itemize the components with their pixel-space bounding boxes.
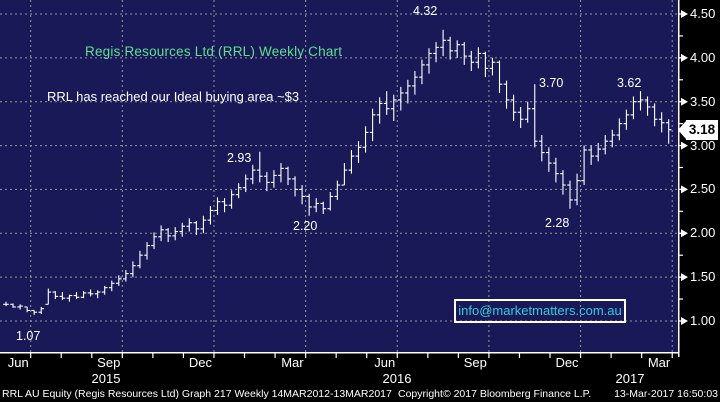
x-axis-month-label: Dec xyxy=(555,355,579,370)
price-annotation: 2.93 xyxy=(227,151,252,165)
y-axis-tick-arrow xyxy=(681,185,688,194)
y-axis-label: 4.50 xyxy=(690,6,716,21)
price-annotation: 4.32 xyxy=(413,4,438,18)
y-axis-label: 3.00 xyxy=(690,137,716,153)
x-axis-year-label: 2017 xyxy=(615,371,645,386)
y-axis-tick-arrow xyxy=(681,273,688,282)
y-axis-tick-arrow xyxy=(681,97,688,106)
last-price-marker-tip xyxy=(678,121,686,139)
footer-timestamp: 13-Mar-2017 16:50:03 xyxy=(614,388,718,400)
y-axis-label: 3.50 xyxy=(690,93,716,109)
price-annotation: 3.70 xyxy=(539,76,564,90)
x-axis-month-label: Dec xyxy=(188,355,212,370)
y-axis-label: 4.00 xyxy=(690,49,716,65)
plot-area xyxy=(0,0,678,352)
chart-note: RRL has reached our Ideal buying area ~$… xyxy=(47,89,300,104)
x-axis-year-label: 2015 xyxy=(91,371,121,386)
watermark-email: info@marketmatters.com.au xyxy=(458,303,622,318)
x-axis-month-label: Sep xyxy=(97,355,121,370)
watermark-box: info@marketmatters.com.au xyxy=(454,299,626,323)
x-axis-month-label: Jun xyxy=(7,355,29,370)
price-annotation: 2.20 xyxy=(293,219,318,233)
x-axis-year-label: 2016 xyxy=(382,371,412,386)
y-axis-label: 2.50 xyxy=(690,181,716,197)
x-axis-month-label: Sep xyxy=(463,355,487,370)
y-axis-tick-arrow xyxy=(681,10,688,18)
price-annotation: 2.28 xyxy=(545,216,570,230)
x-axis-month-label: Mar xyxy=(647,355,671,370)
price-annotation: 1.07 xyxy=(16,329,41,343)
y-axis-label: 1.00 xyxy=(690,312,716,328)
x-axis-month-label: Jun xyxy=(374,355,396,370)
footer-copyright: Copyright© 2017 Bloomberg Finance L.P. xyxy=(398,388,592,400)
footer-security-info: RRL AU Equity (Regis Resources Ltd) Grap… xyxy=(2,388,392,400)
y-axis-tick-arrow xyxy=(681,229,688,238)
y-axis-label: 1.50 xyxy=(690,269,716,285)
x-axis-month-label: Mar xyxy=(281,355,304,370)
y-axis-label: 2.00 xyxy=(690,225,716,241)
last-price-marker-label: 3.18 xyxy=(686,120,718,140)
y-axis-tick-arrow xyxy=(681,316,688,325)
price-annotation: 3.62 xyxy=(617,76,642,90)
y-axis-tick-arrow xyxy=(681,53,688,62)
chart-title: Regis Resources Ltd (RRL) Weekly Chart xyxy=(85,44,343,59)
y-axis-tick-arrow xyxy=(681,141,688,150)
